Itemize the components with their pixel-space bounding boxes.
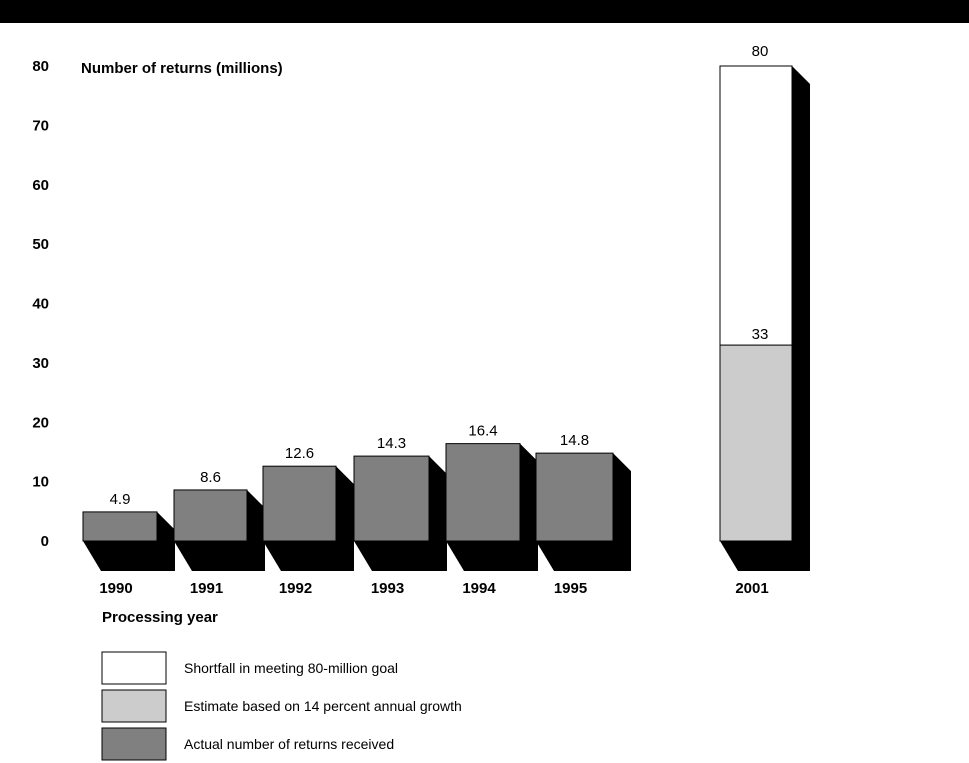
legend-label: Shortfall in meeting 80-million goal [184, 660, 398, 676]
bar-segment-estimate [719, 344, 793, 542]
bar-face [445, 443, 521, 542]
y-tick-label: 30 [32, 355, 49, 372]
x-category-label: 1993 [371, 580, 404, 597]
bar-face [353, 455, 430, 542]
legend-label: Actual number of returns received [184, 736, 394, 752]
bars: 4.9 8.6 12.6 14.3 16.4 14.8 33 80 [82, 43, 810, 571]
bar-face [82, 511, 158, 542]
data-label: 14.3 [377, 435, 406, 452]
x-category-label: 1990 [99, 580, 132, 597]
y-tick-label: 60 [32, 177, 49, 194]
y-tick-label: 40 [32, 296, 49, 313]
legend-label: Estimate based on 14 percent annual grow… [184, 698, 462, 714]
bar-face [535, 452, 614, 542]
x-axis-title: Processing year [102, 609, 218, 626]
bar-shadow [536, 453, 631, 571]
y-axis-ticks: 0 10 20 30 40 50 60 70 80 [32, 58, 49, 550]
bar-shadow [446, 443, 538, 571]
bar-actual-1990 [82, 511, 175, 571]
x-category-label: 1992 [279, 580, 312, 597]
y-tick-label: 70 [32, 117, 49, 134]
data-label: 80 [752, 43, 769, 60]
bar-segment-shortfall [719, 65, 793, 346]
x-axis-categories: 1990 1991 1992 1993 1994 1995 2001 [99, 580, 768, 597]
legend-item: Estimate based on 14 percent annual grow… [101, 689, 462, 723]
bar-actual-1995 [535, 452, 631, 571]
x-category-label: 1995 [554, 580, 587, 597]
y-tick-label: 0 [41, 533, 49, 550]
data-label: 14.8 [560, 432, 589, 449]
legend-item: Shortfall in meeting 80-million goal [101, 651, 398, 685]
bar-face [173, 489, 248, 542]
legend: Shortfall in meeting 80-million goal Esti… [101, 651, 462, 761]
bar-stacked-2001 [719, 65, 810, 571]
data-label: 12.6 [285, 445, 314, 462]
data-label: 16.4 [468, 423, 497, 440]
legend-swatch [101, 689, 167, 723]
legend-item: Actual number of returns received [101, 727, 394, 761]
y-tick-label: 80 [32, 58, 49, 75]
top-black-bar [0, 0, 969, 23]
y-tick-label: 50 [32, 236, 49, 253]
bar-shadow [354, 456, 447, 571]
y-axis-title: Number of returns (millions) [81, 60, 283, 77]
y-tick-label: 10 [32, 474, 49, 491]
bar-actual-1991 [173, 489, 265, 571]
bar-actual-1992 [262, 465, 354, 571]
data-label: 8.6 [200, 469, 221, 486]
x-category-label: 1994 [462, 580, 496, 597]
bar-face [262, 465, 337, 542]
legend-swatch [101, 727, 167, 761]
y-tick-label: 20 [32, 414, 49, 431]
x-category-label: 1991 [190, 580, 223, 597]
legend-swatch [101, 651, 167, 685]
bar-shadow [174, 489, 265, 571]
data-label: 4.9 [110, 491, 131, 508]
bar-actual-1993 [353, 455, 447, 571]
data-label: 33 [752, 326, 769, 343]
x-category-label: 2001 [735, 580, 768, 597]
bar-shadow [263, 466, 354, 571]
bar-actual-1994 [445, 443, 538, 571]
